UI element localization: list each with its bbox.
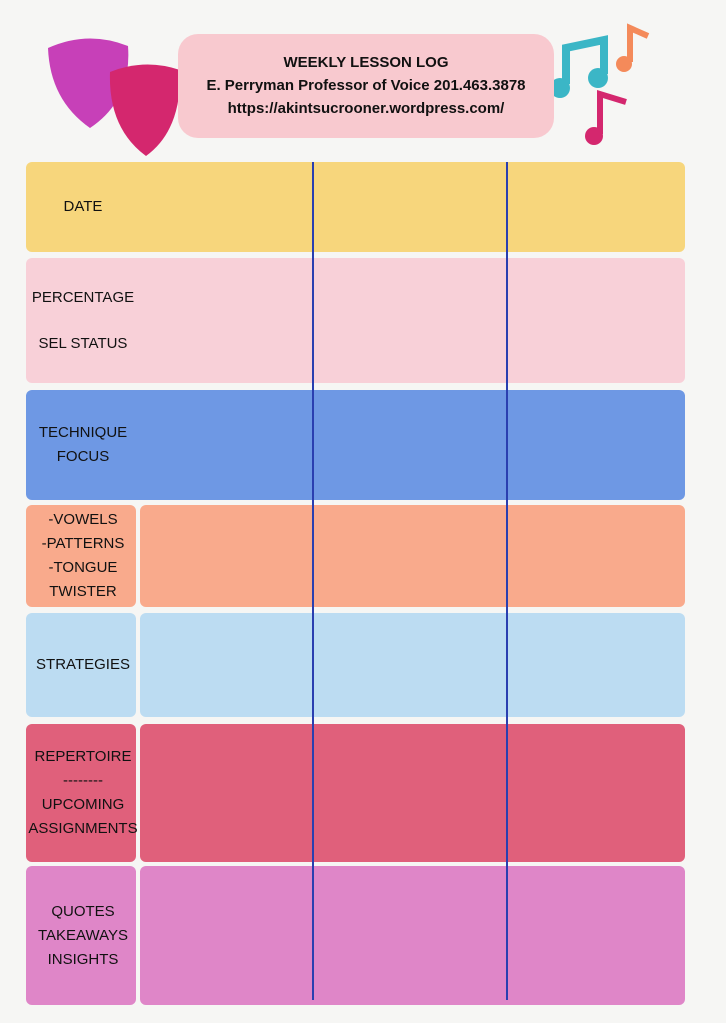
tragedy-mask: [109, 64, 181, 156]
label-cell: [26, 505, 136, 607]
music-note: [627, 23, 650, 62]
column-divider: [312, 162, 314, 1000]
row-cell: [26, 162, 685, 252]
label-line: -VOWELS: [48, 511, 118, 528]
row-cell: [140, 613, 685, 717]
label-line: REPERTOIRE: [34, 748, 132, 765]
header-url: https://akintsucrooner.wordpress.com/: [227, 100, 505, 117]
label-line: UPCOMING: [41, 796, 125, 813]
label-line: SEL STATUS: [38, 334, 128, 352]
label-line: --------: [63, 772, 103, 789]
label-line: STRATEGIES: [36, 656, 130, 673]
label-line: PERCENTAGE: [31, 288, 135, 306]
row-label: QUOTES TAKEAWAYS INSIGHTS: [26, 866, 140, 1005]
label-line: -PATTERNS: [41, 535, 125, 552]
column-divider: [506, 162, 508, 1000]
label-line: ASSIGNMENTS: [28, 820, 138, 837]
music-note: [597, 89, 627, 134]
decorations: [48, 23, 650, 156]
label-cell: [26, 724, 136, 862]
label-line: DATE: [63, 198, 103, 215]
row-cell: [26, 258, 685, 383]
row-label: REPERTOIRE -------- UPCOMING ASSIGNMENTS: [26, 724, 140, 862]
label-cell: [26, 613, 136, 717]
row-label: STRATEGIES: [26, 613, 140, 717]
comedy-mask: [48, 38, 129, 128]
label-line: TECHNIQUE: [38, 424, 128, 441]
header: WEEKLY LESSON LOG E. Perryman Professor …: [178, 34, 554, 138]
label-line: INSIGHTS: [47, 950, 119, 968]
music-note: [562, 35, 608, 84]
label-line: -TONGUE: [48, 559, 118, 576]
row-cell: [26, 390, 685, 500]
label-cell: [26, 866, 136, 1005]
row-label: DATE: [26, 162, 140, 252]
label-line: FOCUS: [56, 448, 110, 465]
row-label: TECHNIQUE FOCUS: [26, 390, 140, 500]
label-line: TAKEAWAYS: [37, 926, 128, 944]
label-line: TWISTER: [49, 583, 117, 600]
row-cell: [140, 866, 685, 1005]
header-title: WEEKLY LESSON LOG: [283, 54, 449, 71]
label-line: QUOTES: [51, 902, 115, 920]
row-cell: [140, 505, 685, 607]
header-subtitle: E. Perryman Professor of Voice 201.463.3…: [206, 77, 526, 94]
row-cell: [140, 724, 685, 862]
row-label: -VOWELS -PATTERNS -TONGUE TWISTER: [26, 505, 140, 607]
row-label: PERCENTAGE SEL STATUS: [26, 258, 140, 383]
